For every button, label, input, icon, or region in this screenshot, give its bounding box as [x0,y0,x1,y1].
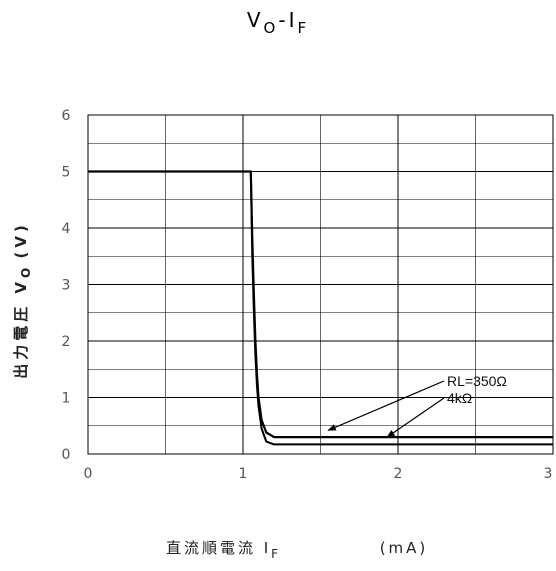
y-tick-label: 3 [62,278,71,294]
chart-title-main: V [247,8,264,32]
plot-border [87,114,554,455]
y-axis-label-sub: O [19,268,33,278]
annotation-label: 4kΩ [447,390,472,406]
x-axis-label-text: 直流順電流 I [166,539,271,557]
x-tick-label: 1 [239,466,248,482]
y-axis-label-unit: (V) [12,221,30,268]
series-layer [88,170,553,446]
annotation-arrow [327,380,445,431]
x-tick-label: 3 [544,466,553,482]
series-line-4k [88,170,553,446]
annotation-arrow [386,397,445,438]
y-tick-label: 5 [62,165,71,181]
x-axis-label-sub: F [271,547,278,561]
tick-labels: 0 1 2 3 4 5 6 0 1 2 3 [62,108,553,482]
x-tick-label: 2 [394,466,403,482]
chart-title: VO-IF [247,8,309,37]
y-tick-label: 4 [62,221,71,237]
y-tick-label: 0 [62,447,71,463]
x-tick-label: 0 [84,466,93,482]
grid [87,114,554,455]
y-axis-label: 出力電圧 VO (V) [12,221,33,379]
annotation-label: RL=350Ω [447,373,507,389]
y-tick-label: 6 [62,108,71,124]
chart-title-sep: -I [278,8,297,32]
y-tick-label: 1 [62,391,71,407]
y-axis-label-text: 出力電圧 V [12,278,30,379]
chart-title-sep-sub: F [297,19,309,37]
chart-title-main-sub: O [264,19,279,37]
x-axis-label: 直流順電流 IF [166,539,278,561]
y-tick-label: 2 [62,334,71,350]
x-axis-unit: (mA) [380,539,429,557]
